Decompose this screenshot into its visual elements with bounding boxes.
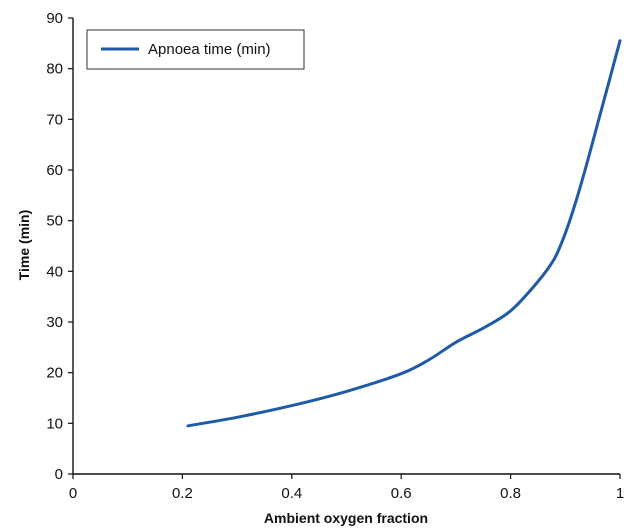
- x-axis-ticks: 0 0.2 0.4 0.6 0.8 1: [69, 474, 624, 502]
- x-axis-title: Ambient oxygen fraction: [264, 510, 428, 526]
- y-tick-label: 80: [46, 61, 63, 78]
- legend-box: [86, 29, 305, 70]
- series-line-apnoea-time: [186, 39, 622, 428]
- y-tick-label: 30: [46, 314, 63, 331]
- x-tick-label: 0.6: [391, 485, 412, 502]
- y-tick-label: 60: [46, 162, 63, 179]
- y-tick-label: 20: [46, 365, 63, 382]
- y-tick-label: 50: [46, 213, 63, 230]
- y-axis-ticks: 0 10 20 30 40 50 60 70 80 90: [46, 10, 73, 483]
- y-axis-title: Time (min): [16, 210, 32, 281]
- y-tick-label: 40: [46, 263, 63, 280]
- y-tick-label: 0: [55, 466, 63, 483]
- y-tick-label: 10: [46, 415, 63, 432]
- x-tick-label: 0: [69, 485, 77, 502]
- x-tick-label: 0.4: [281, 485, 302, 502]
- y-tick-label: 90: [46, 10, 63, 27]
- legend-label: Apnoea time (min): [148, 41, 271, 58]
- legend: Apnoea time (min): [86, 29, 305, 70]
- x-tick-label: 0.8: [500, 485, 521, 502]
- y-tick-label: 70: [46, 111, 63, 128]
- x-tick-label: 0.2: [172, 485, 193, 502]
- x-tick-label: 1: [616, 485, 624, 502]
